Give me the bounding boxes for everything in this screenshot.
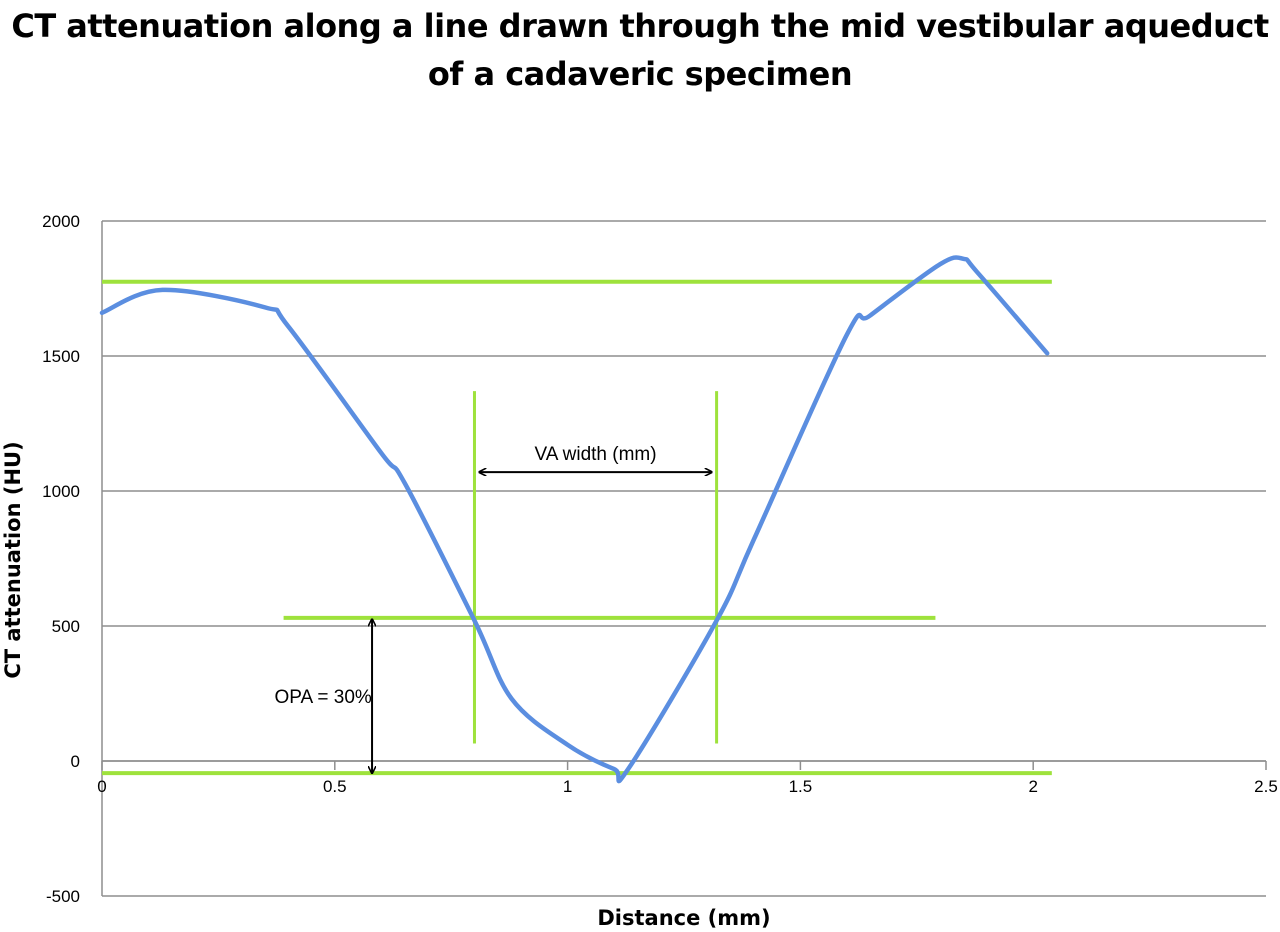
annotation-label: OPA = 30% (274, 687, 371, 708)
y-tick-label: -500 (46, 887, 80, 906)
y-tick-label: 500 (52, 617, 80, 636)
axes (101, 221, 1267, 896)
series-line-0 (99, 255, 1050, 784)
data-series (99, 255, 1050, 784)
x-tick-label: 1 (563, 777, 572, 796)
y-tick-label: 1000 (42, 482, 80, 501)
tick-labels: -500 0 500 1000 1500 2000 0 0.5 1 1.5 2 2.5 (42, 212, 1278, 906)
chart-title-line-1: CT attenuation along a line drawn throug… (11, 7, 1269, 45)
x-tick-label: 0 (97, 777, 106, 796)
y-axis-title: CT attenuation (HU) (1, 441, 25, 678)
gridlines (102, 220, 1266, 897)
chart-title-line-2: of a cadaveric specimen (427, 55, 853, 93)
x-tick-label: 2.5 (1254, 777, 1278, 796)
x-axis-title: Distance (mm) (597, 906, 770, 930)
x-tick-label: 0.5 (323, 777, 347, 796)
y-tick-label: 1500 (42, 347, 80, 366)
annotation-label: VA width (mm) (534, 444, 656, 465)
x-tick-label: 1.5 (789, 777, 813, 796)
y-tick-label: 0 (71, 752, 80, 771)
reference-lines (102, 279, 1052, 776)
x-tick-label: 2 (1028, 777, 1037, 796)
annotations: VA width (mm) OPA = 30% (274, 444, 711, 773)
y-tick-label: 2000 (42, 212, 80, 231)
chart-title: CT attenuation along a line drawn throug… (0, 2, 1280, 98)
